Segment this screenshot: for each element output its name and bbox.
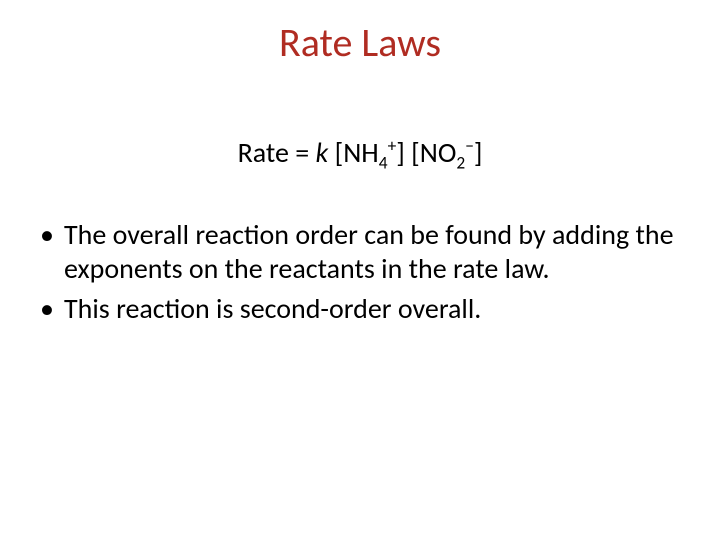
- rate-equation: Rate = k [NH4+] [NO2−]: [0, 135, 720, 170]
- slide: { "slide": { "background_color": "#fffff…: [0, 18, 720, 558]
- term-2-symbol: NO: [420, 135, 457, 170]
- term-2-close: ]: [474, 135, 483, 170]
- slide-title: Rate Laws: [0, 18, 720, 67]
- term-2-open: [: [411, 135, 420, 170]
- term-2-sub: 2: [456, 152, 465, 174]
- bullet-list: The overall reaction order can be found …: [38, 218, 682, 326]
- term-1-open: [: [335, 135, 344, 170]
- term-2-sup: −: [465, 135, 474, 157]
- term-1-sup: +: [388, 135, 397, 157]
- rate-constant: k: [316, 135, 329, 170]
- term-1-sub: 4: [379, 152, 388, 174]
- bullet-item: The overall reaction order can be found …: [38, 218, 682, 286]
- equation-prefix: Rate =: [238, 135, 316, 170]
- bullet-item: This reaction is second-order overall.: [38, 292, 682, 326]
- term-1-symbol: NH: [343, 135, 379, 170]
- term-1-close: ]: [396, 135, 405, 170]
